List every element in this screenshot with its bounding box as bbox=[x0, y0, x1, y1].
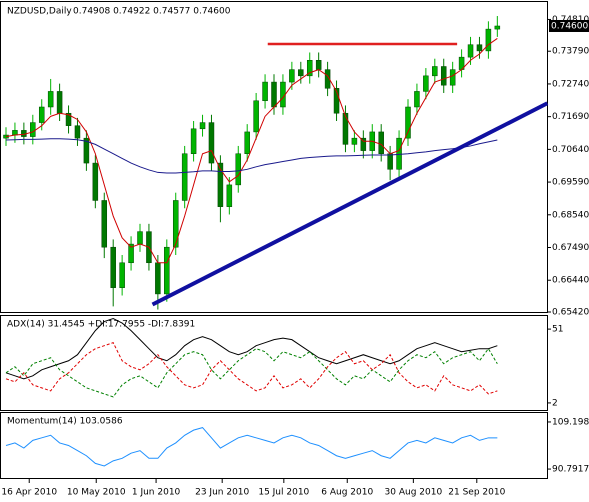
candle-body bbox=[315, 60, 322, 70]
candle-body bbox=[333, 88, 340, 114]
candle-body bbox=[253, 100, 259, 133]
candle-body bbox=[432, 66, 438, 77]
y-tick-label: 0.71690 bbox=[552, 112, 589, 122]
indicator-line bbox=[5, 318, 498, 380]
candle-body bbox=[83, 137, 90, 164]
candle-body bbox=[306, 60, 313, 77]
y-tick-label: 0.69590 bbox=[552, 178, 589, 188]
candle-body bbox=[324, 69, 331, 89]
candle-body bbox=[342, 112, 349, 145]
candle-body bbox=[423, 75, 429, 92]
candle-body bbox=[226, 184, 233, 207]
trend-line bbox=[151, 101, 549, 307]
candle-body bbox=[351, 137, 358, 145]
x-tick-label: 30 Aug 2010 bbox=[385, 488, 443, 498]
candle-body bbox=[12, 130, 18, 136]
y-tick-label: 0.73790 bbox=[552, 47, 589, 57]
y-tick-label: 0.68540 bbox=[552, 210, 589, 220]
candle-body bbox=[38, 106, 45, 123]
y-tick-label: 90.7917 bbox=[552, 465, 589, 475]
candle-body bbox=[199, 122, 206, 130]
candle-body bbox=[65, 112, 72, 126]
x-tick-label: 6 Aug 2010 bbox=[321, 488, 373, 498]
y-tick-label: 2 bbox=[552, 398, 558, 408]
candle-body bbox=[378, 131, 384, 154]
candle-body bbox=[47, 91, 54, 108]
x-tick-label: 21 Sep 2010 bbox=[448, 488, 505, 498]
momentum-title: Momentum(14) 103.0586 bbox=[7, 417, 123, 427]
candle-body bbox=[56, 91, 63, 114]
candle-body bbox=[190, 128, 197, 154]
indicator-line bbox=[5, 427, 498, 467]
chart-title: NZDUSD,Daily bbox=[7, 7, 72, 17]
candle-body bbox=[92, 162, 99, 201]
y-tick-label: 0.72740 bbox=[552, 79, 589, 89]
candle-body bbox=[30, 122, 36, 137]
candle-body bbox=[360, 137, 367, 151]
indicator-line bbox=[5, 347, 498, 398]
y-tick-label: 0.74810 bbox=[552, 15, 589, 25]
candle-body bbox=[298, 69, 304, 77]
x-tick-label: 23 Jun 2010 bbox=[195, 488, 249, 498]
candle-body bbox=[440, 66, 447, 86]
candle-body bbox=[494, 25, 501, 30]
candle-body bbox=[74, 125, 81, 139]
y-tick-label: 0.66440 bbox=[552, 276, 589, 286]
candle-body bbox=[405, 106, 411, 139]
price-marker bbox=[549, 19, 589, 32]
y-tick-label: 51 bbox=[552, 325, 563, 335]
candle-body bbox=[128, 243, 134, 264]
y-tick-label: 109.1983 bbox=[552, 417, 589, 427]
price-marker-label: 0.74600 bbox=[551, 21, 588, 31]
x-tick-label: 1 Jun 2010 bbox=[132, 488, 181, 498]
candle-body bbox=[476, 44, 483, 52]
y-tick-label: 0.65420 bbox=[552, 308, 589, 318]
ma-line bbox=[5, 38, 498, 264]
candle-body bbox=[181, 153, 188, 201]
x-tick-label: 15 Jul 2010 bbox=[258, 488, 309, 498]
adx-panel bbox=[0, 315, 548, 411]
ohlc-readout: 0.74908 0.74922 0.74577 0.74600 bbox=[73, 7, 231, 17]
candle-body bbox=[101, 200, 108, 248]
candle-body bbox=[485, 28, 492, 52]
candle-body bbox=[235, 153, 242, 186]
candle-body bbox=[244, 131, 250, 154]
x-tick-label: 10 May 2010 bbox=[67, 488, 126, 498]
candle-body bbox=[164, 246, 170, 295]
candle-body bbox=[262, 81, 268, 102]
momentum-panel bbox=[0, 412, 548, 479]
candle-body bbox=[289, 69, 295, 83]
candle-body bbox=[449, 69, 456, 86]
main-panel bbox=[0, 1, 548, 313]
candle-body bbox=[387, 153, 393, 170]
candle-body bbox=[208, 122, 215, 164]
y-tick-label: 0.67490 bbox=[552, 243, 589, 253]
indicator-line bbox=[5, 342, 498, 395]
y-tick-label: 0.70640 bbox=[552, 145, 589, 155]
candle-body bbox=[110, 246, 116, 288]
candle-body bbox=[172, 200, 179, 248]
candle-body bbox=[155, 262, 161, 295]
x-tick-label: 16 Apr 2010 bbox=[1, 488, 57, 498]
candle-body bbox=[414, 91, 420, 108]
ma-line bbox=[5, 138, 498, 174]
candle-body bbox=[271, 81, 277, 108]
candle-body bbox=[119, 262, 125, 288]
candle-body bbox=[467, 44, 474, 58]
candle-body bbox=[217, 162, 224, 207]
candle-body bbox=[137, 231, 143, 245]
